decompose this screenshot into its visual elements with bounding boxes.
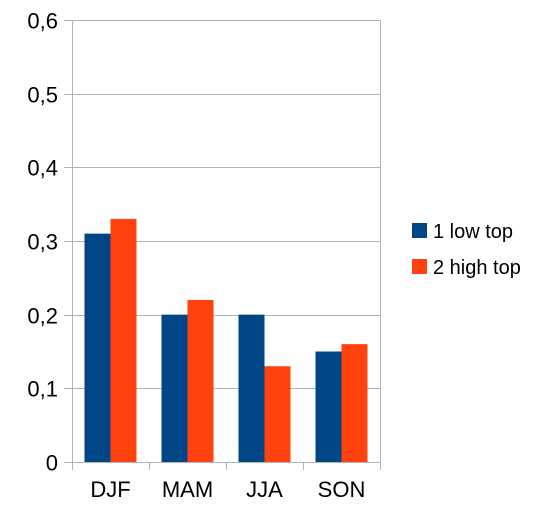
y-tick-label: 0,4 bbox=[27, 156, 58, 181]
bar-jja-series-2 bbox=[264, 366, 291, 462]
bar-djf-series-1 bbox=[84, 233, 111, 462]
y-tick-label: 0,3 bbox=[27, 230, 58, 255]
bar-son-series-2 bbox=[341, 344, 368, 462]
legend-label-series-1: 1 low top bbox=[433, 221, 513, 243]
x-category-label: DJF bbox=[90, 477, 130, 502]
legend-swatch-series-1 bbox=[412, 223, 427, 238]
bars bbox=[84, 218, 368, 462]
y-tick-label: 0,1 bbox=[27, 377, 58, 402]
y-tick-label: 0,6 bbox=[27, 9, 58, 34]
axes bbox=[64, 20, 381, 470]
x-category-labels: DJF MAM JJA SON bbox=[90, 477, 365, 502]
x-category-label: JJA bbox=[246, 477, 283, 502]
y-tick-label: 0,2 bbox=[27, 304, 58, 329]
bar-son-series-1 bbox=[315, 351, 342, 462]
bar-mam-series-1 bbox=[161, 314, 188, 462]
y-tick-label: 0 bbox=[46, 451, 58, 476]
x-category-label: SON bbox=[318, 477, 366, 502]
legend: 1 low top 2 high top bbox=[412, 221, 521, 279]
bar-mam-series-2 bbox=[187, 299, 214, 462]
legend-label-series-2: 2 high top bbox=[433, 257, 521, 279]
legend-swatch-series-2 bbox=[412, 259, 427, 274]
x-category-label: MAM bbox=[162, 477, 213, 502]
bar-djf-series-2 bbox=[110, 218, 137, 462]
bar-jja-series-1 bbox=[238, 314, 265, 462]
y-tick-labels: 0 0,1 0,2 0,3 0,4 0,5 0,6 bbox=[27, 9, 58, 476]
y-tick-label: 0,5 bbox=[27, 83, 58, 108]
